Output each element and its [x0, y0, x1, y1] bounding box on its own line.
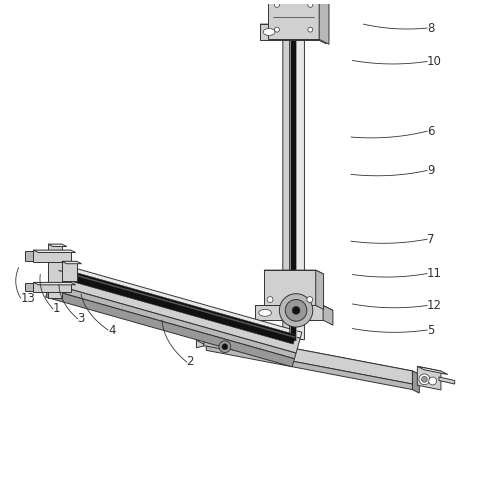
Text: 2: 2 — [187, 356, 194, 369]
Polygon shape — [33, 282, 71, 292]
Polygon shape — [417, 367, 441, 390]
Polygon shape — [290, 32, 304, 340]
Polygon shape — [56, 268, 296, 344]
Circle shape — [222, 344, 228, 350]
Circle shape — [267, 297, 273, 302]
Polygon shape — [323, 305, 333, 325]
Ellipse shape — [263, 28, 275, 35]
Polygon shape — [50, 268, 300, 353]
Polygon shape — [255, 305, 333, 310]
Polygon shape — [318, 24, 326, 44]
Polygon shape — [260, 24, 318, 40]
Circle shape — [429, 377, 436, 385]
Text: 5: 5 — [427, 324, 435, 337]
Polygon shape — [264, 270, 316, 305]
Polygon shape — [289, 35, 296, 340]
Circle shape — [274, 27, 279, 32]
Ellipse shape — [259, 309, 272, 316]
Polygon shape — [58, 269, 296, 338]
Polygon shape — [48, 244, 67, 247]
Text: 8: 8 — [427, 21, 435, 34]
Circle shape — [219, 341, 231, 353]
Polygon shape — [260, 24, 326, 28]
Polygon shape — [25, 283, 33, 291]
Polygon shape — [33, 250, 76, 252]
Circle shape — [308, 27, 313, 32]
Text: 6: 6 — [427, 124, 435, 137]
Polygon shape — [439, 377, 455, 384]
Circle shape — [419, 374, 430, 385]
Polygon shape — [62, 261, 82, 264]
Polygon shape — [206, 332, 412, 384]
Polygon shape — [33, 282, 76, 285]
Text: 4: 4 — [108, 324, 115, 337]
Polygon shape — [319, 0, 329, 44]
Polygon shape — [268, 0, 319, 39]
Polygon shape — [204, 340, 226, 350]
Polygon shape — [283, 32, 290, 340]
Polygon shape — [255, 305, 323, 320]
Circle shape — [285, 300, 307, 321]
Polygon shape — [264, 270, 324, 274]
Polygon shape — [25, 251, 33, 261]
Text: 9: 9 — [427, 164, 435, 177]
Text: 12: 12 — [427, 299, 442, 312]
Polygon shape — [412, 371, 419, 393]
Circle shape — [307, 297, 313, 302]
Text: 1: 1 — [53, 302, 60, 315]
Polygon shape — [206, 332, 419, 374]
Circle shape — [274, 2, 279, 7]
Polygon shape — [417, 367, 448, 374]
Text: 7: 7 — [427, 233, 435, 246]
Polygon shape — [48, 283, 296, 359]
Polygon shape — [196, 339, 211, 344]
Circle shape — [279, 294, 313, 327]
Polygon shape — [316, 270, 324, 309]
Polygon shape — [62, 261, 77, 281]
Circle shape — [421, 376, 427, 382]
Text: 13: 13 — [21, 292, 35, 305]
Polygon shape — [48, 244, 62, 298]
Circle shape — [292, 306, 300, 314]
Circle shape — [308, 2, 313, 7]
Polygon shape — [33, 250, 71, 262]
Polygon shape — [54, 262, 302, 338]
Polygon shape — [206, 345, 412, 389]
Text: 11: 11 — [427, 267, 442, 280]
Polygon shape — [196, 339, 204, 348]
Text: 10: 10 — [427, 55, 442, 68]
Text: 3: 3 — [78, 312, 85, 325]
Polygon shape — [46, 289, 295, 367]
